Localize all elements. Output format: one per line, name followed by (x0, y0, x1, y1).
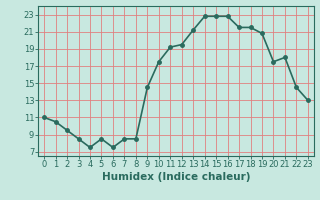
X-axis label: Humidex (Indice chaleur): Humidex (Indice chaleur) (102, 172, 250, 182)
